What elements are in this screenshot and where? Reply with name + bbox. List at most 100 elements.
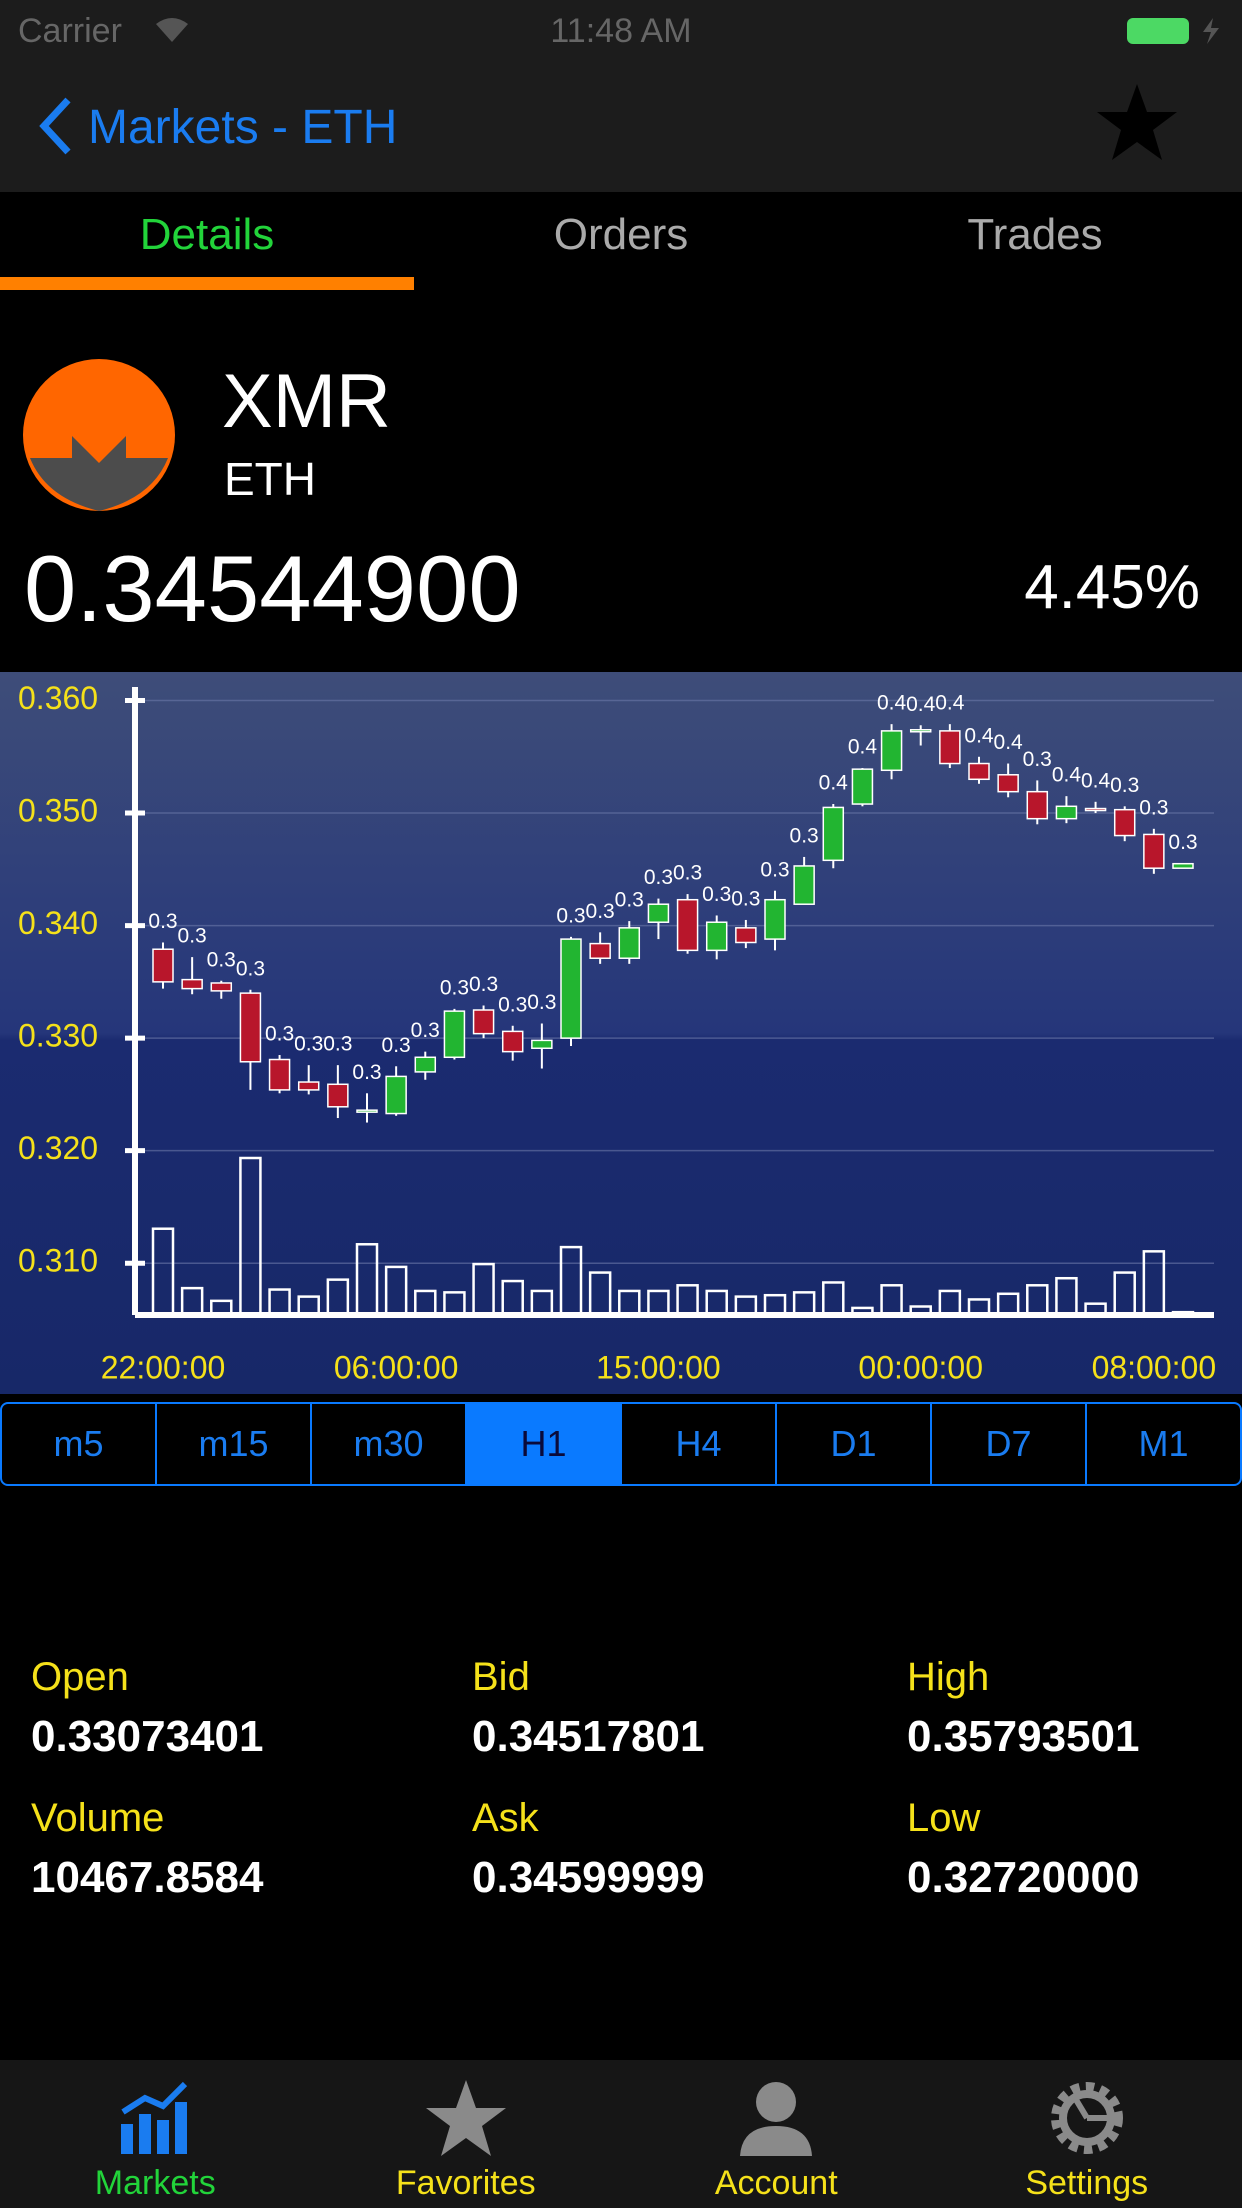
stat-value: 10467.8584	[31, 1853, 264, 1902]
value-label: 0.3	[644, 866, 673, 889]
candle-body	[676, 898, 699, 952]
value-label: 0.3	[731, 888, 760, 911]
candle-body	[1143, 833, 1165, 869]
stat: Volume 10467.8584	[31, 1796, 472, 1903]
tab-item[interactable]: Settings	[932, 2060, 1242, 2208]
tab[interactable]: Orders	[553, 210, 689, 259]
y-tick-label: 0.360	[18, 680, 98, 716]
value-label: 0.3	[323, 1033, 352, 1056]
value-label: 0.3	[382, 1034, 411, 1057]
candle-body	[443, 1010, 466, 1059]
value-label: 0.3	[615, 889, 644, 912]
candle-body	[1026, 790, 1049, 820]
favorites-icon	[425, 2080, 506, 2156]
x-tick-label: 06:00:00	[334, 1349, 459, 1385]
price-change: 4.45%	[1024, 553, 1200, 622]
candle-body	[268, 1058, 291, 1091]
wifi-icon	[156, 18, 188, 42]
stat: High 0.35793501	[907, 1655, 1227, 1762]
value-label: 0.3	[352, 1061, 381, 1084]
value-label: 0.3	[265, 1023, 294, 1046]
carrier: Carrier	[18, 12, 122, 50]
battery-icon	[1127, 18, 1219, 44]
value-label: 0.3	[1110, 774, 1139, 797]
value-label: 0.4	[877, 692, 907, 715]
coin-symbol: XMR	[222, 359, 391, 444]
tab[interactable]: Trades	[967, 210, 1103, 259]
value-label: 0.3	[411, 1019, 440, 1042]
x-tick-label: 08:00:00	[1092, 1349, 1217, 1385]
back-chevron[interactable]	[36, 96, 76, 156]
value-label: 0.4	[848, 736, 878, 759]
nav-bar	[0, 60, 1242, 192]
tab-item[interactable]: Account	[621, 2060, 932, 2208]
timeframe[interactable]: D1	[775, 1404, 930, 1484]
value-label: 0.4	[964, 724, 994, 747]
value-label: 0.3	[207, 948, 236, 971]
stat-label: High	[907, 1655, 990, 1699]
favorite-star[interactable]	[1095, 80, 1179, 164]
value-label: 0.3	[556, 904, 585, 927]
candle-body	[939, 730, 961, 765]
value-label: 0.3	[440, 976, 469, 999]
segment-tabs: Details Orders Trades	[0, 192, 1242, 290]
timeframe-selector: m5 m15 m30 H1 H4 D1 D7 M1	[0, 1402, 1242, 1486]
value-label: 0.3	[1168, 831, 1197, 854]
value-label: 0.3	[294, 1033, 323, 1056]
timeframe[interactable]: M1	[1085, 1404, 1240, 1484]
clock: 11:48 AM	[550, 12, 692, 50]
tab-item[interactable]: Markets	[0, 2060, 311, 2208]
timeframe[interactable]: m15	[155, 1404, 310, 1484]
y-tick-label: 0.330	[18, 1018, 98, 1054]
candle-body	[356, 1109, 378, 1113]
tab-label: Account	[714, 2164, 838, 2202]
stat-value: 0.34599999	[472, 1853, 705, 1902]
markets-icon	[121, 2081, 188, 2154]
candle-body	[1113, 808, 1136, 837]
stat: Bid 0.34517801	[472, 1655, 907, 1762]
value-label: 0.3	[673, 862, 702, 885]
tab-label: Markets	[94, 2164, 216, 2202]
coin-logo	[23, 359, 175, 511]
candle-body	[647, 903, 670, 923]
value-label: 0.3	[527, 991, 556, 1014]
stat-value: 0.33073401	[31, 1712, 264, 1761]
value-label: 0.3	[1023, 748, 1052, 771]
candle-body	[414, 1056, 437, 1073]
value-label: 0.3	[148, 910, 177, 933]
tab[interactable]: Details	[139, 210, 275, 259]
value-label: 0.3	[236, 957, 265, 980]
value-label: 0.4	[1052, 764, 1082, 787]
back-button[interactable]: Markets - ETH	[88, 101, 398, 154]
candle-body	[501, 1030, 524, 1053]
y-tick-label: 0.340	[18, 905, 98, 941]
timeframe[interactable]: D7	[930, 1404, 1085, 1484]
tab-item[interactable]: Favorites	[311, 2060, 622, 2208]
candle-body	[531, 1039, 553, 1050]
price: 0.34544900	[24, 536, 521, 641]
candle-body	[880, 730, 903, 772]
x-tick-label: 22:00:00	[101, 1349, 226, 1385]
timeframe[interactable]: H4	[620, 1404, 775, 1484]
tab-label: Favorites	[395, 2164, 536, 2202]
account-icon	[740, 2082, 813, 2156]
candle-body	[793, 865, 815, 905]
candle-body	[239, 992, 262, 1063]
value-label: 0.3	[702, 883, 731, 906]
tab-label: Settings	[1025, 2164, 1149, 2202]
value-label: 0.4	[994, 731, 1024, 754]
candle-body	[560, 938, 582, 1039]
stat-label: Open	[31, 1655, 129, 1699]
candle-body	[385, 1075, 407, 1115]
stat-label: Volume	[31, 1796, 165, 1840]
timeframe[interactable]: m5	[53, 1423, 104, 1464]
stat-label: Ask	[472, 1796, 539, 1840]
x-tick-label: 15:00:00	[596, 1349, 721, 1385]
stat-label: Low	[907, 1796, 981, 1840]
timeframe[interactable]: m30	[310, 1404, 465, 1484]
timeframe[interactable]: H1	[465, 1404, 620, 1484]
y-tick-label: 0.350	[18, 793, 98, 829]
stats-grid: Open 0.33073401 Bid 0.34517801 High 0.35793…	[31, 1655, 1231, 1903]
